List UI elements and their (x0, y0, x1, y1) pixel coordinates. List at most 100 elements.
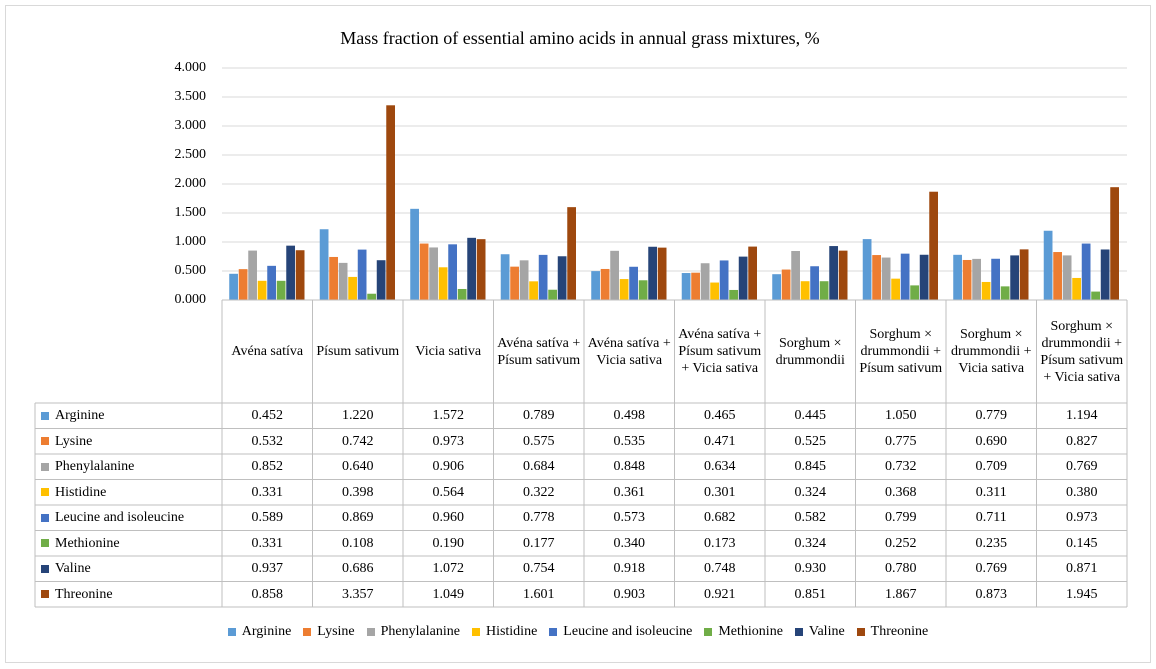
table-value: 0.634 (704, 459, 736, 475)
y-tick-label: 4.000 (175, 60, 207, 75)
bar (738, 256, 748, 300)
bar (1043, 230, 1053, 300)
legend-label: Leucine and isoleucine (563, 624, 693, 639)
table-value: 0.173 (704, 535, 736, 551)
table-value: 0.775 (885, 433, 917, 449)
legend-label: Arginine (241, 624, 292, 639)
bar (629, 266, 638, 300)
table-value: 0.869 (342, 510, 374, 526)
table-value: 0.525 (794, 433, 827, 449)
table-value: 0.851 (794, 586, 827, 602)
legend-key (794, 628, 803, 636)
legend-label: Lysine (317, 624, 355, 639)
table-value: 0.769 (1066, 459, 1098, 475)
y-tick-label: 1.000 (175, 234, 207, 249)
table-value: 0.906 (432, 459, 465, 475)
bar (800, 281, 810, 300)
bar (295, 250, 305, 300)
bar (610, 250, 619, 300)
bar (910, 285, 919, 300)
bar (238, 269, 248, 300)
table-value: 0.799 (885, 510, 917, 526)
series-name: Histidine (55, 484, 107, 500)
table-value: 0.937 (251, 561, 284, 577)
table-value: 0.368 (885, 484, 917, 500)
table-value: 0.471 (704, 433, 736, 449)
bar (1072, 277, 1081, 300)
legend-label: Valine (808, 624, 845, 639)
bar (348, 276, 357, 300)
bar (1019, 249, 1029, 300)
table-value: 0.852 (251, 459, 284, 475)
bar (791, 250, 800, 300)
bar (467, 237, 476, 300)
table-value: 0.748 (704, 561, 736, 577)
bar (953, 254, 962, 300)
bar (410, 208, 419, 300)
legend-key (41, 437, 49, 446)
legend-key (227, 628, 236, 636)
table-value: 0.686 (342, 561, 374, 577)
row-label: Arginine (35, 403, 222, 429)
bar (929, 191, 938, 300)
bar (367, 293, 376, 300)
legend-key (41, 462, 49, 471)
legend-key (366, 628, 375, 636)
table-value: 0.589 (251, 510, 284, 526)
bar (419, 243, 429, 300)
row-label: Methionine (35, 531, 222, 557)
table-value: 1.572 (432, 408, 465, 424)
table-value: 0.573 (613, 510, 646, 526)
bar (548, 289, 557, 300)
table-value: 0.398 (342, 484, 374, 500)
table-value: 0.789 (523, 408, 555, 424)
table-value: 0.845 (794, 459, 827, 475)
bar (267, 265, 276, 300)
bar (1053, 252, 1062, 300)
category-label: Sorghum × drummondii + Písum sativum (859, 327, 943, 376)
table-value: 0.778 (523, 510, 555, 526)
bar (286, 245, 295, 300)
table-value: 0.827 (1066, 433, 1098, 449)
table-value: 0.340 (613, 535, 646, 551)
series-name: Valine (55, 561, 91, 577)
table-value: 0.145 (1066, 535, 1098, 551)
table-value: 1.945 (1066, 586, 1098, 602)
table-value: 0.780 (885, 561, 917, 577)
table-value: 0.871 (1066, 561, 1098, 577)
y-tick-label: 0.500 (175, 263, 207, 278)
table-value: 0.848 (613, 459, 646, 475)
row-label: Phenylalanine (35, 454, 222, 480)
bar (386, 105, 395, 300)
y-tick-label: 0.000 (175, 292, 207, 307)
bar (438, 267, 448, 300)
category-label: Sorghum × drummondii (775, 335, 845, 368)
bar (872, 255, 881, 300)
table-value: 0.754 (523, 561, 555, 577)
chart-border (5, 5, 1151, 663)
table-value: 0.918 (613, 561, 646, 577)
bar (972, 258, 981, 300)
table-value: 1.049 (432, 586, 465, 602)
table-value: 0.873 (975, 586, 1008, 602)
bar (981, 281, 991, 300)
row-label: Histidine (35, 480, 222, 506)
legend-key (41, 539, 49, 548)
bar (657, 247, 667, 300)
legend-label: Phenylalanine (380, 624, 460, 639)
table-value: 0.324 (794, 484, 827, 500)
bar (962, 259, 972, 300)
table-value: 0.301 (704, 484, 736, 500)
table-value: 0.190 (432, 535, 465, 551)
bar (710, 282, 719, 300)
table-value: 0.684 (523, 459, 555, 475)
category-label: Písum sativum (316, 344, 400, 359)
legend: Arginine Lysine Phenylalanine Histidine Leuc… (0, 622, 1156, 642)
category-label: Avéna satíva + Písum sativum + Vicia sat… (678, 327, 762, 376)
bar (338, 262, 348, 300)
bar (781, 269, 791, 300)
legend-item: Leucine and isoleucine (549, 624, 692, 640)
legend-item: Histidine (471, 624, 537, 640)
table-value: 0.960 (432, 510, 465, 526)
